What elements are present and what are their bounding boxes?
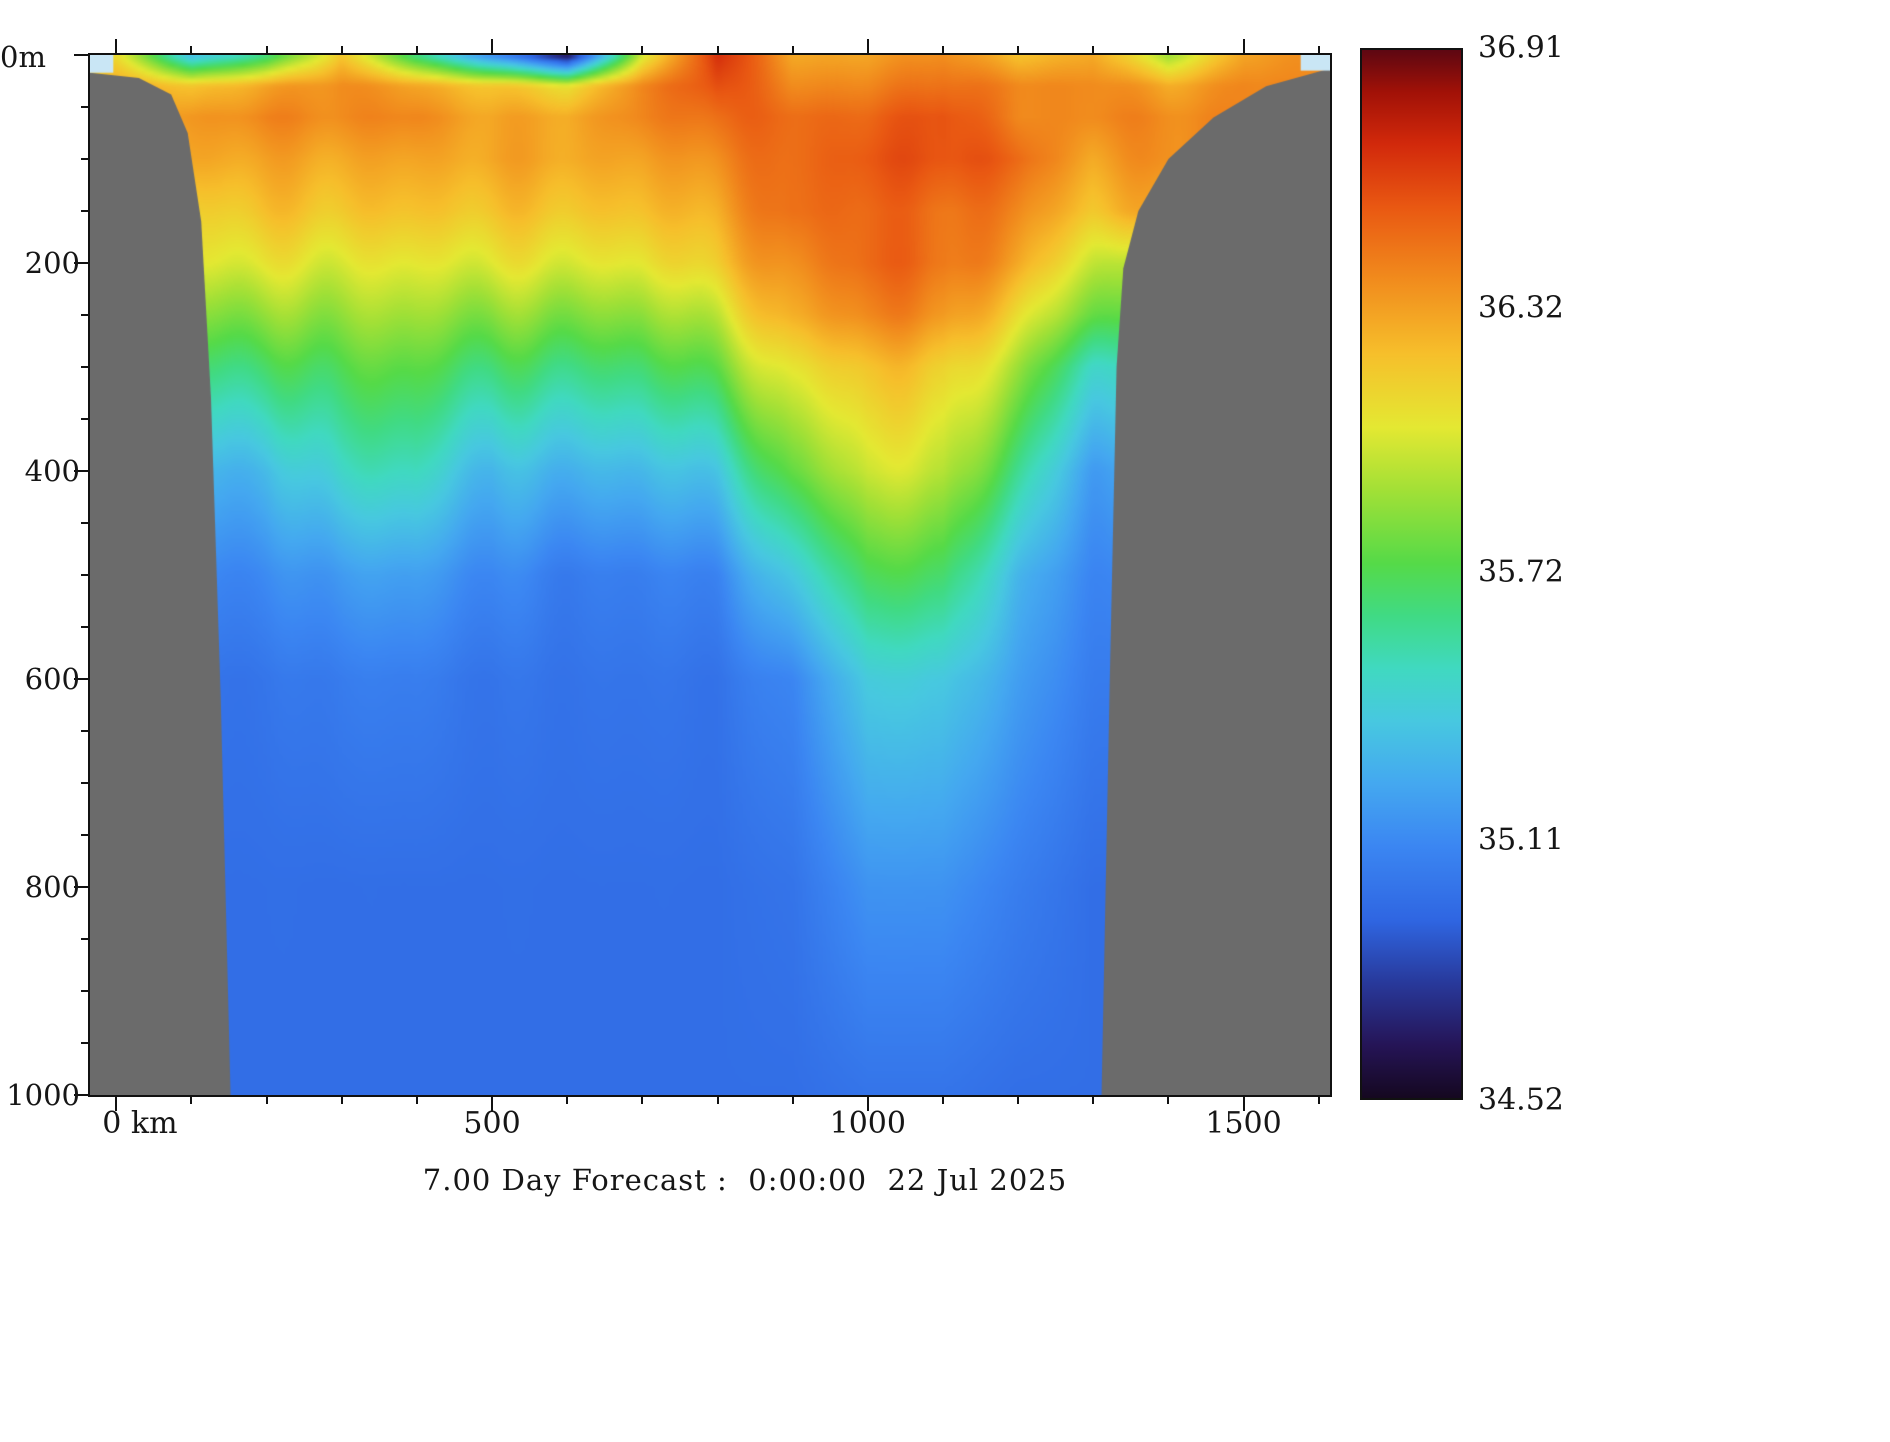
axis-tick xyxy=(115,39,118,55)
axis-tick xyxy=(81,106,90,108)
axis-tick xyxy=(74,1094,90,1096)
axis-tick xyxy=(340,46,343,55)
axis-tick xyxy=(74,678,90,680)
x-axis-tick-label: 1500 xyxy=(1205,1106,1282,1141)
x-axis-tick-label: 0 km xyxy=(102,1106,178,1141)
x-axis-tick-label: 1000 xyxy=(829,1106,906,1141)
axis-tick xyxy=(74,470,90,472)
axis-tick xyxy=(1092,46,1095,55)
y-axis-tick-label: 400 xyxy=(24,454,80,488)
colorbar-tick-label: 34.52 xyxy=(1478,1082,1564,1118)
axis-tick xyxy=(81,990,90,992)
axis-tick xyxy=(866,39,869,55)
colorbar xyxy=(1360,48,1463,1100)
axis-tick xyxy=(566,1095,569,1104)
axis-tick xyxy=(566,46,569,55)
axis-tick xyxy=(1167,46,1170,55)
axis-tick xyxy=(81,730,90,732)
axis-tick xyxy=(81,782,90,784)
y-axis-tick-label: 600 xyxy=(24,662,80,696)
axis-tick xyxy=(81,834,90,836)
figure-title: 7.00 Day Forecast : 0:00:00 22 Jul 2025 xyxy=(422,1163,1068,1197)
y-axis-tick-label: 1000 xyxy=(6,1078,80,1112)
y-axis-tick-label: 800 xyxy=(24,870,80,904)
axis-tick xyxy=(791,46,794,55)
axis-tick xyxy=(491,39,494,55)
colorbar-tick-label: 36.91 xyxy=(1478,30,1564,66)
axis-tick xyxy=(74,886,90,888)
y-axis-surface-label: 0m xyxy=(0,40,46,74)
plot-area xyxy=(74,39,1332,1111)
axis-tick xyxy=(491,1095,494,1111)
axis-tick xyxy=(1092,1095,1095,1104)
axis-tick xyxy=(641,46,644,55)
axis-tick xyxy=(265,1095,268,1104)
axis-tick xyxy=(1242,1095,1245,1111)
axis-tick xyxy=(190,1095,193,1104)
axis-tick xyxy=(1242,39,1245,55)
salinity-heatmap-canvas xyxy=(90,55,1330,1095)
axis-tick xyxy=(791,1095,794,1104)
axis-tick xyxy=(941,1095,944,1104)
axis-tick xyxy=(74,54,90,56)
axis-tick xyxy=(1017,1095,1020,1104)
axis-tick xyxy=(1167,1095,1170,1104)
axis-tick xyxy=(941,46,944,55)
x-axis-tick-label: 500 xyxy=(463,1106,521,1141)
axis-tick xyxy=(81,210,90,212)
axis-tick xyxy=(1017,46,1020,55)
axis-tick xyxy=(340,1095,343,1104)
axis-tick xyxy=(1317,1095,1320,1104)
axis-tick xyxy=(81,158,90,160)
axis-tick xyxy=(716,1095,719,1104)
colorbar-tick-label: 36.32 xyxy=(1478,290,1564,326)
axis-tick xyxy=(641,1095,644,1104)
colorbar-tick-label: 35.11 xyxy=(1478,822,1564,858)
axis-tick xyxy=(190,46,193,55)
axis-tick xyxy=(265,46,268,55)
axis-tick xyxy=(81,314,90,316)
axis-tick xyxy=(81,574,90,576)
axis-tick xyxy=(81,522,90,524)
axis-tick xyxy=(81,1042,90,1044)
axis-tick xyxy=(115,1095,118,1111)
axis-tick xyxy=(415,46,418,55)
axis-tick xyxy=(81,366,90,368)
colorbar-tick-label: 35.72 xyxy=(1478,554,1564,590)
axis-tick xyxy=(415,1095,418,1104)
axis-tick xyxy=(81,418,90,420)
axis-tick xyxy=(716,46,719,55)
axis-tick xyxy=(74,262,90,264)
y-axis-tick-label: 200 xyxy=(24,246,80,280)
axis-tick xyxy=(81,938,90,940)
axis-tick xyxy=(81,626,90,628)
axis-tick xyxy=(866,1095,869,1111)
axis-tick xyxy=(1317,46,1320,55)
